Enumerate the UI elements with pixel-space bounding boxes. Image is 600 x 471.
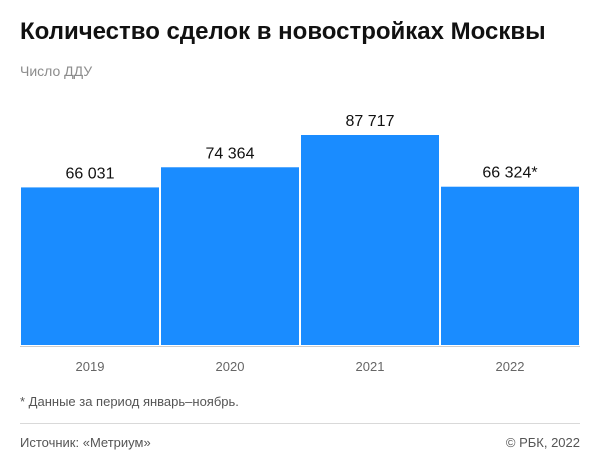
chart-title: Количество сделок в новостройках Москвы <box>20 18 546 45</box>
data-label-2019: 66 031 <box>66 165 115 182</box>
x-tick-label-2022: 2022 <box>496 359 525 374</box>
data-label-2022: 66 324* <box>482 165 537 182</box>
data-label-2021: 87 717 <box>346 113 395 130</box>
source-note: Источник: «Метриум» <box>20 435 151 450</box>
bar-2019 <box>19 185 161 347</box>
footer-divider <box>20 423 580 424</box>
x-tick-label-2019: 2019 <box>76 359 105 374</box>
x-tick-label-2020: 2020 <box>216 359 245 374</box>
bar-2020 <box>159 165 301 347</box>
bar-2021 <box>299 133 441 347</box>
copyright: © РБК, 2022 <box>505 435 580 450</box>
chart-subtitle: Число ДДУ <box>20 63 93 79</box>
bar-2022 <box>439 184 581 347</box>
data-label-2020: 74 364 <box>206 145 255 162</box>
footnote: * Данные за период январь–ноябрь. <box>20 394 239 409</box>
x-tick-label-2021: 2021 <box>356 359 385 374</box>
